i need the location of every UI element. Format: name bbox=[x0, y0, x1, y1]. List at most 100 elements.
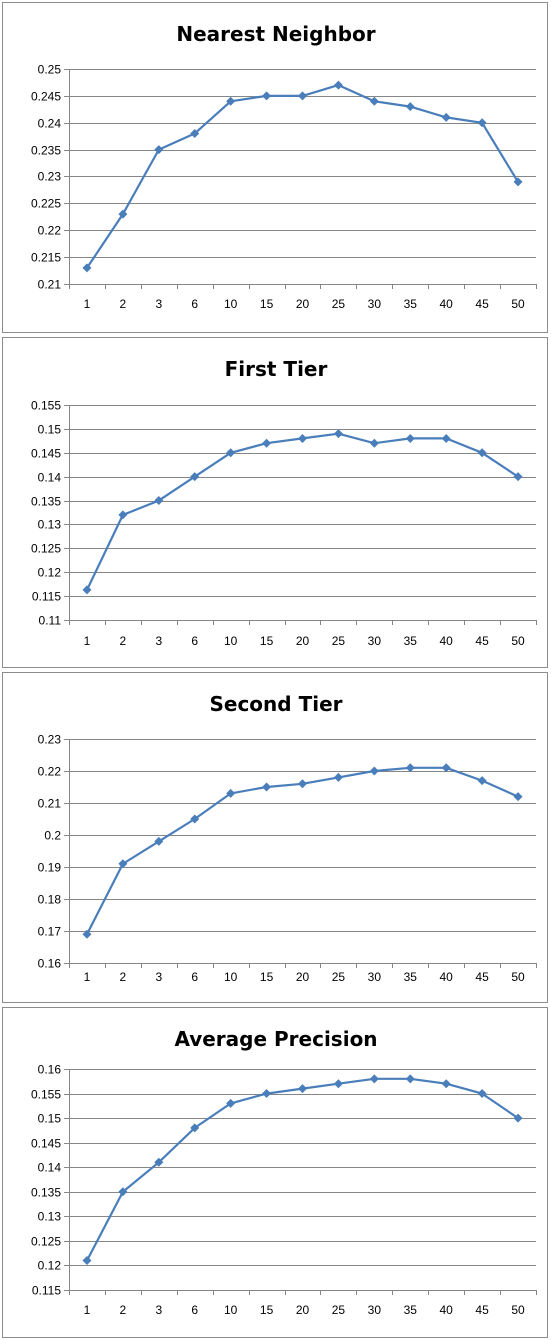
x-tick-label: 3 bbox=[155, 634, 162, 648]
data-point bbox=[333, 80, 343, 90]
chart-title: Average Precision bbox=[174, 1027, 377, 1051]
chart-svg-second-tier: Second Tier 0.16 0.17 0.18 0.19 0.2 0.21 0.22 0.… bbox=[38, 692, 537, 984]
data-point bbox=[298, 1084, 307, 1094]
x-tick-label: 45 bbox=[475, 1303, 489, 1317]
data-point bbox=[118, 1187, 128, 1197]
data-point bbox=[82, 263, 92, 273]
data-point bbox=[298, 433, 307, 443]
data-point bbox=[118, 859, 128, 869]
data-point bbox=[226, 448, 236, 458]
data-point bbox=[405, 763, 415, 773]
chart-panel-nearest-neighbor: Nearest Neighbor 0.21 0.215 0.22 0.225 0.23 0.… bbox=[2, 2, 548, 333]
y-tick-label: 0.16 bbox=[38, 957, 62, 971]
x-tick-label: 25 bbox=[332, 1303, 346, 1317]
x-tick-label: 20 bbox=[296, 634, 310, 648]
x-tick-label: 35 bbox=[404, 1303, 418, 1317]
data-point bbox=[513, 177, 523, 187]
x-tick-label: 40 bbox=[440, 634, 454, 648]
y-tick-label: 0.125 bbox=[31, 1235, 61, 1249]
y-tick-label: 0.23 bbox=[38, 733, 62, 747]
y-tick-label: 0.14 bbox=[38, 1161, 62, 1175]
data-point bbox=[226, 96, 236, 106]
data-point bbox=[441, 763, 451, 773]
data-point bbox=[118, 510, 128, 520]
x-tick-label: 50 bbox=[511, 634, 525, 648]
data-point bbox=[154, 1157, 164, 1167]
data-point bbox=[154, 836, 164, 846]
y-tick-label: 0.155 bbox=[31, 399, 61, 413]
y-tick-label: 0.22 bbox=[38, 765, 62, 779]
x-tick-label: 6 bbox=[191, 1303, 198, 1317]
data-point bbox=[441, 433, 451, 443]
data-point bbox=[369, 766, 379, 776]
x-tick-label: 2 bbox=[120, 970, 127, 984]
data-point bbox=[477, 118, 487, 128]
x-tick-label: 2 bbox=[120, 1303, 127, 1317]
x-tick-label: 15 bbox=[260, 1303, 274, 1317]
y-tick-label: 0.14 bbox=[38, 471, 62, 485]
y-tick-label: 0.16 bbox=[38, 1063, 62, 1077]
x-tick-label: 30 bbox=[368, 634, 382, 648]
y-tick-label: 0.12 bbox=[38, 566, 62, 580]
y-tick-label: 0.11 bbox=[39, 614, 62, 628]
data-point bbox=[477, 1089, 487, 1099]
data-point bbox=[118, 209, 128, 219]
x-tick-label: 45 bbox=[475, 297, 489, 311]
data-point bbox=[190, 129, 200, 138]
x-tick-label: 1 bbox=[84, 634, 91, 648]
data-point bbox=[441, 1079, 451, 1089]
x-tick-label: 1 bbox=[84, 1303, 91, 1317]
x-tick-label: 10 bbox=[224, 634, 238, 648]
data-point bbox=[369, 96, 379, 106]
data-point bbox=[333, 1079, 343, 1089]
x-tick-label: 6 bbox=[191, 634, 198, 648]
y-tick-label: 0.23 bbox=[38, 170, 62, 184]
y-tick-label: 0.25 bbox=[38, 63, 62, 77]
y-tick-label: 0.155 bbox=[31, 1088, 61, 1102]
y-tick-label: 0.2 bbox=[44, 829, 61, 843]
y-tick-label: 0.15 bbox=[38, 423, 62, 437]
x-tick-label: 30 bbox=[368, 970, 382, 984]
y-tick-label: 0.225 bbox=[31, 197, 61, 211]
x-tick-label: 35 bbox=[404, 634, 418, 648]
x-tick-label: 15 bbox=[260, 297, 274, 311]
chart-title: First Tier bbox=[225, 357, 328, 381]
x-tick-label: 40 bbox=[440, 1303, 454, 1317]
y-tick-label: 0.115 bbox=[32, 590, 61, 604]
x-tick-label: 35 bbox=[404, 297, 418, 311]
x-tick-label: 20 bbox=[296, 970, 310, 984]
data-point bbox=[82, 1256, 92, 1266]
data-point bbox=[190, 814, 200, 824]
x-tick-label: 1 bbox=[84, 297, 91, 311]
data-point bbox=[405, 1074, 415, 1084]
data-point bbox=[369, 1074, 379, 1084]
x-tick-label: 30 bbox=[368, 1303, 382, 1317]
data-point bbox=[298, 91, 307, 101]
y-tick-label: 0.215 bbox=[31, 251, 61, 265]
data-point bbox=[298, 779, 307, 789]
data-point bbox=[190, 1123, 200, 1133]
y-tick-label: 0.17 bbox=[38, 925, 62, 939]
data-point bbox=[369, 438, 379, 448]
chart-title: Nearest Neighbor bbox=[176, 22, 375, 46]
data-point bbox=[262, 91, 272, 101]
y-tick-label: 0.145 bbox=[31, 1137, 61, 1151]
y-tick-label: 0.135 bbox=[31, 495, 61, 509]
data-point bbox=[405, 102, 415, 112]
data-point bbox=[154, 496, 164, 506]
y-tick-label: 0.22 bbox=[38, 224, 62, 238]
y-tick-label: 0.13 bbox=[38, 1210, 62, 1224]
x-tick-label: 15 bbox=[260, 634, 274, 648]
chart-panel-second-tier: Second Tier 0.16 0.17 0.18 0.19 0.2 0.21 0.22 0.… bbox=[2, 672, 548, 1003]
y-tick-label: 0.15 bbox=[38, 1112, 62, 1126]
y-tick-label: 0.115 bbox=[32, 1284, 61, 1298]
data-point bbox=[477, 776, 487, 786]
x-tick-label: 40 bbox=[440, 970, 454, 984]
x-tick-label: 10 bbox=[224, 1303, 238, 1317]
x-tick-label: 2 bbox=[120, 297, 127, 311]
y-tick-label: 0.12 bbox=[38, 1259, 62, 1273]
x-tick-label: 6 bbox=[191, 970, 198, 984]
x-tick-label: 25 bbox=[332, 297, 346, 311]
x-tick-label: 45 bbox=[475, 970, 489, 984]
y-tick-label: 0.18 bbox=[38, 893, 62, 907]
